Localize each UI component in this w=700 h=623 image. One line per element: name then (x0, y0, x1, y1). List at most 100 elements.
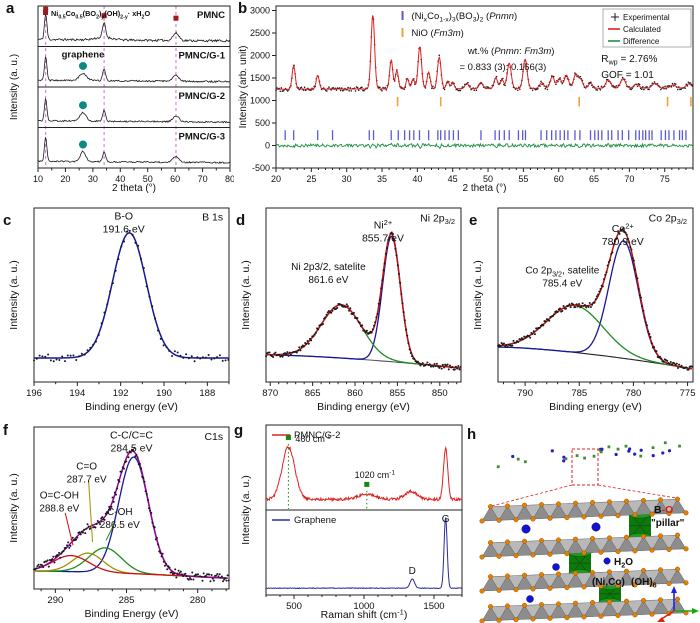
svg-text:860: 860 (347, 388, 363, 399)
svg-text:1500: 1500 (250, 73, 270, 83)
svg-text:"pillar": "pillar" (651, 518, 685, 529)
svg-text:Co 2p3/2: Co 2p3/2 (649, 212, 688, 226)
svg-text:192: 192 (113, 388, 129, 399)
panel-letter-d: d (236, 212, 246, 229)
svg-text:C=O: C=O (76, 461, 97, 472)
svg-text:191.6 eV: 191.6 eV (103, 224, 145, 236)
svg-text:500: 500 (255, 118, 270, 128)
svg-text:190: 190 (156, 388, 172, 399)
svg-text:Raman shift (cm-1): Raman shift (cm-1) (321, 608, 408, 621)
svg-text:PMNC/G-1: PMNC/G-1 (179, 51, 226, 62)
svg-text:= 0.833 (3): 0.166(3): = 0.833 (3): 0.166(3) (459, 62, 546, 73)
svg-text:B 1s: B 1s (202, 212, 223, 224)
svg-text:-500: -500 (252, 163, 270, 173)
svg-text:1500: 1500 (423, 601, 444, 612)
svg-text:40: 40 (115, 174, 125, 184)
svg-text:194: 194 (69, 388, 85, 399)
svg-text:Experimental: Experimental (623, 13, 670, 22)
svg-text:Ni 2p3/2: Ni 2p3/2 (420, 212, 455, 226)
chart-b-rietveld: -500 0 500 1000 1500 2000 2500 3000 20 25 30 35 40 45… (238, 5, 694, 194)
svg-text:2 theta (°): 2 theta (°) (462, 183, 506, 194)
svg-text:855.7 eV: 855.7 eV (362, 232, 404, 244)
svg-text:287.7 eV: 287.7 eV (67, 474, 107, 485)
svg-text:60: 60 (170, 174, 180, 184)
svg-text:290: 290 (47, 595, 63, 606)
svg-text:780.9 eV: 780.9 eV (602, 236, 644, 248)
svg-text:Ni0.5Co0.5(BO2)y(OH)2-y· xH2O: Ni0.5Co0.5(BO2)y(OH)2-y· xH2O (51, 9, 150, 21)
svg-text:B-O: B-O (654, 504, 673, 516)
panel-b-rietveld-refinement: -500 0 500 1000 1500 2000 2500 3000 20 25 30 35 40 45… (236, 2, 698, 194)
chart-d-xps: 850 855 860 865 870 Ni2+855.7 eV Ni 2p3/2, sat… (240, 207, 462, 413)
svg-text:20: 20 (271, 174, 281, 184)
svg-text:80: 80 (225, 174, 234, 184)
svg-text:Intensity (a. u.): Intensity (a. u.) (9, 54, 20, 120)
svg-text:280: 280 (190, 595, 206, 606)
svg-text:288.8 eV: 288.8 eV (39, 504, 79, 515)
svg-text:D: D (409, 566, 416, 577)
chart-a-xrd: PMNC PMNC/G-1 graphene PMNC/G-2 PMNC/G-3 Ni0.… (9, 5, 235, 194)
svg-text:Intensity (a. u.): Intensity (a. u.) (472, 260, 484, 329)
panel-letter-e: e (469, 212, 478, 229)
svg-text:O=C-OH: O=C-OH (40, 491, 79, 502)
svg-text:865: 865 (305, 388, 321, 399)
chart-e-xps: 775 780 785 790 Co2+780.9 eV Co 2p3/2, sateli… (472, 207, 696, 413)
svg-text:40: 40 (412, 174, 422, 184)
svg-text:70: 70 (624, 174, 634, 184)
panel-f-xps-c1s: 280 285 290 C-C/C=C 284.5 eV C=O 287.7 eV O=C-O… (8, 421, 234, 621)
svg-text:75: 75 (660, 174, 670, 184)
svg-text:188: 188 (199, 388, 215, 399)
svg-text:graphene: graphene (62, 50, 105, 61)
svg-text:Difference: Difference (623, 37, 660, 46)
svg-text:Binding energy (eV): Binding energy (eV) (317, 401, 410, 413)
svg-text:500: 500 (286, 601, 302, 612)
panel-letter-h: h (467, 426, 477, 443)
panel-a-xrd-patterns: PMNC PMNC/G-1 graphene PMNC/G-2 PMNC/G-3 Ni0.… (8, 2, 235, 194)
svg-text:45: 45 (448, 174, 458, 184)
schematic-layered-structure: H2O B-O "pillar" (Ni,Co) (OH)6 (479, 441, 699, 623)
svg-text:3000: 3000 (250, 6, 270, 16)
svg-text:Graphene: Graphene (294, 515, 336, 526)
svg-text:(Ni,Co): (Ni,Co) (592, 577, 625, 588)
svg-text:790: 790 (517, 388, 533, 399)
panel-h-structure-schematic: H2O B-O "pillar" (Ni,Co) (OH)6 (468, 419, 700, 623)
panel-letter-f: f (3, 422, 8, 439)
svg-text:2500: 2500 (250, 28, 270, 38)
svg-text:Binding Energy (eV): Binding Energy (eV) (85, 608, 179, 620)
svg-text:775: 775 (680, 388, 696, 399)
svg-text:1020 cm-1: 1020 cm-1 (355, 470, 396, 480)
svg-text:H2O: H2O (614, 557, 633, 570)
svg-text:1000: 1000 (250, 96, 270, 106)
svg-text:Ni2+: Ni2+ (374, 218, 393, 231)
svg-text:20: 20 (60, 174, 70, 184)
svg-text:Ni 2p3/2, satelite: Ni 2p3/2, satelite (291, 262, 366, 273)
svg-text:Intensity (arb. unit): Intensity (arb. unit) (238, 46, 249, 129)
svg-text:1000: 1000 (353, 601, 374, 612)
svg-text:Intensity (a. u.): Intensity (a. u.) (240, 260, 252, 329)
svg-text:Co 2p3/2, satelite: Co 2p3/2, satelite (525, 266, 599, 279)
svg-text:10: 10 (33, 174, 43, 184)
svg-text:PMNC/G-2: PMNC/G-2 (179, 91, 225, 102)
svg-text:55: 55 (518, 174, 528, 184)
panel-letter-a: a (6, 0, 15, 17)
svg-text:285: 285 (119, 595, 135, 606)
svg-text:460 cm-1: 460 cm-1 (295, 434, 331, 444)
panel-letter-g: g (234, 422, 244, 439)
svg-text:855: 855 (389, 388, 405, 399)
svg-text:65: 65 (589, 174, 599, 184)
svg-text:30: 30 (342, 174, 352, 184)
panel-c-xps-b1s: 188 190 192 194 196 B-O 191.6 eV B 1s Binding en… (8, 202, 234, 414)
svg-text:60: 60 (554, 174, 564, 184)
svg-text:C-OH: C-OH (107, 507, 133, 518)
svg-text:PMNC: PMNC (197, 10, 225, 21)
svg-text:PMNC/G-3: PMNC/G-3 (179, 132, 225, 143)
panel-e-xps-co2p: 775 780 785 790 Co2+ 780.9 eV Co 2p3/2, sateli… (472, 202, 698, 414)
svg-text:Intensity (a. u.): Intensity (a. u.) (8, 260, 20, 329)
svg-text:Rwp = 2.76%: Rwp = 2.76% (601, 54, 657, 67)
svg-text:Binding energy (eV): Binding energy (eV) (549, 401, 642, 413)
svg-text:Co2+: Co2+ (612, 222, 635, 235)
svg-text:C1s: C1s (204, 431, 223, 443)
panel-letter-c: c (3, 212, 12, 229)
